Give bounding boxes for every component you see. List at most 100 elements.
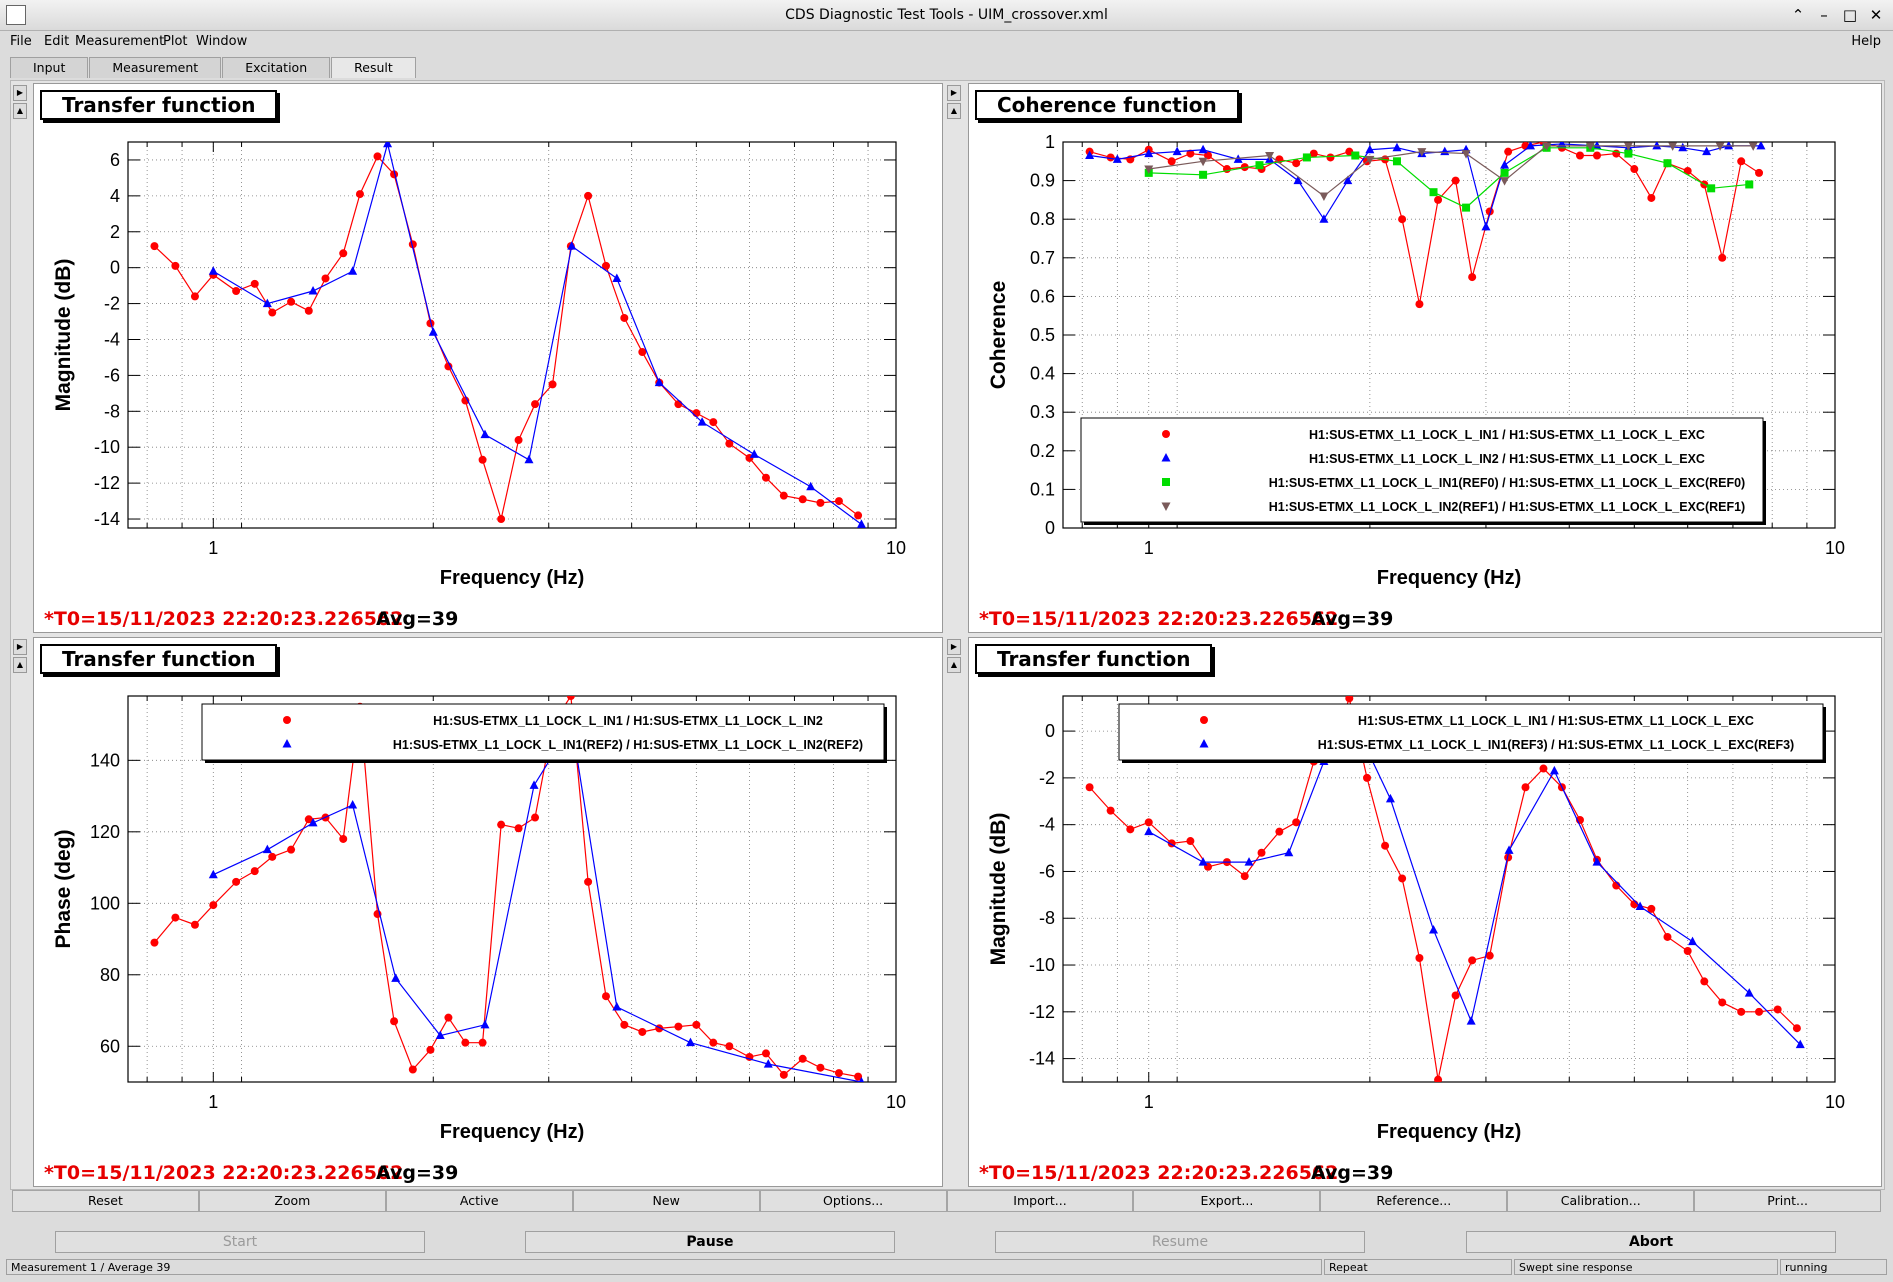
- transfer-function-phase-chart[interactable]: 140 120 100 80 60 1 10 Frequency (Hz) Phase (deg…: [34, 638, 942, 1186]
- menu-plot[interactable]: Plot: [163, 34, 188, 49]
- menu-measurement[interactable]: Measurement: [75, 34, 165, 49]
- data-point: [1745, 180, 1754, 189]
- tab-result[interactable]: Result: [331, 57, 416, 78]
- data-point: [1521, 783, 1530, 792]
- print-button[interactable]: Print...: [1694, 1190, 1882, 1212]
- data-point: [1275, 827, 1284, 836]
- y-tick-label: -12: [1029, 1002, 1055, 1022]
- y-tick-label: -4: [1039, 815, 1055, 835]
- options-button[interactable]: Options...: [759, 1190, 947, 1212]
- legend: H1:SUS-ETMX_L1_LOCK_L_IN1 / H1:SUS-ETMX_…: [201, 703, 887, 763]
- data-point: [1345, 696, 1354, 703]
- tab-input[interactable]: Input: [10, 57, 89, 78]
- data-point: [1715, 142, 1725, 151]
- window-maximize-button[interactable]: □: [1842, 6, 1858, 24]
- pad-collapse-icon[interactable]: ▲: [13, 103, 27, 119]
- data-point: [798, 495, 807, 504]
- data-point: [761, 1049, 770, 1058]
- data-point: [601, 261, 610, 270]
- y-tick-label: -14: [94, 509, 120, 529]
- data-point: [232, 877, 241, 886]
- coherence-function-chart[interactable]: 1 0.9 0.8 0.7 0.6 0.5 0.4 0.3 0.2 0.1 0 1 10 Frequenc…: [969, 84, 1881, 632]
- plot-pad-transfer-magnitude-ref3[interactable]: Transfer function 0 -2 -4 -6 -8 -10 -12 -14 1 10 F…: [968, 637, 1882, 1187]
- pause-button[interactable]: Pause: [525, 1231, 895, 1253]
- zoom-button[interactable]: Zoom: [198, 1190, 386, 1212]
- x-tick-label: 10: [886, 1092, 906, 1112]
- data-point: [692, 409, 701, 418]
- data-point: [390, 1017, 399, 1026]
- window-shade-button[interactable]: ⌃: [1791, 6, 1805, 24]
- menu-window[interactable]: Window: [196, 34, 248, 49]
- tab-measurement[interactable]: Measurement: [89, 57, 222, 78]
- resume-button[interactable]: Resume: [995, 1231, 1365, 1253]
- data-point: [1468, 273, 1477, 282]
- plot-pad-transfer-magnitude[interactable]: Transfer function 6 4 2 0 -2 -4 -6 -8 -10 -12 -14 1…: [33, 83, 943, 633]
- series-line-1: [1089, 696, 1798, 1080]
- reference-button[interactable]: Reference...: [1320, 1190, 1508, 1212]
- pad-expand-icon[interactable]: ▶: [947, 85, 961, 101]
- y-tick-label: 0.2: [1030, 441, 1055, 461]
- data-point: [1417, 148, 1427, 157]
- pad-expand-icon[interactable]: ▶: [13, 639, 27, 655]
- start-button[interactable]: Start: [55, 1231, 425, 1253]
- average-count: Avg=39: [1311, 1162, 1394, 1184]
- t0-timestamp: *T0=15/11/2023 22:20:23.226562: [44, 608, 404, 630]
- menu-edit[interactable]: Edit: [44, 34, 70, 49]
- calibration-button[interactable]: Calibration...: [1507, 1190, 1695, 1212]
- data-point: [391, 973, 401, 982]
- menu-file[interactable]: File: [10, 34, 32, 49]
- transfer-function-magnitude-ref-chart[interactable]: 0 -2 -4 -6 -8 -10 -12 -14 1 10 Frequency (Hz) Magni…: [969, 638, 1881, 1186]
- data-point: [1319, 192, 1329, 202]
- data-point: [1593, 151, 1602, 160]
- y-tick-label: 0: [110, 258, 120, 278]
- data-point: [287, 845, 296, 854]
- export-button[interactable]: Export...: [1133, 1190, 1321, 1212]
- data-point: [612, 273, 622, 282]
- pad-collapse-icon[interactable]: ▲: [13, 657, 27, 673]
- import-button[interactable]: Import...: [946, 1190, 1134, 1212]
- data-point: [497, 515, 506, 524]
- new-button[interactable]: New: [572, 1190, 760, 1212]
- tab-excitation[interactable]: Excitation: [222, 57, 331, 78]
- plot-pad-coherence[interactable]: Coherence function 1 0.9 0.8 0.7 0.6 0.5 0.4 0.…: [968, 83, 1882, 633]
- data-point: [674, 1022, 683, 1031]
- t0-timestamp: *T0=15/11/2023 22:20:23.226562: [979, 1162, 1339, 1184]
- window-close-button[interactable]: ✕: [1869, 6, 1883, 24]
- pad-title: Transfer function: [40, 90, 278, 120]
- pad-collapse-icon[interactable]: ▲: [947, 657, 961, 673]
- data-point: [1204, 151, 1213, 160]
- data-point: [1504, 845, 1514, 854]
- data-point: [1365, 144, 1375, 154]
- data-point: [1737, 157, 1746, 166]
- data-point: [383, 142, 393, 148]
- window-minimize-button[interactable]: –: [1820, 6, 1828, 24]
- transfer-function-magnitude-chart[interactable]: 6 4 2 0 -2 -4 -6 -8 -10 -12 -14 1 10 Frequency (Hz) Ma…: [34, 84, 942, 632]
- data-point: [426, 319, 435, 328]
- pad-arrows-top-left: ▶ ▲: [13, 85, 27, 121]
- data-point: [763, 1059, 773, 1068]
- data-point: [1240, 872, 1249, 881]
- y-tick-label: 0.6: [1030, 286, 1055, 306]
- data-point: [514, 436, 523, 445]
- plot-pad-transfer-phase[interactable]: Transfer function 140 120 100 80 60 1 10 Freque…: [33, 637, 943, 1187]
- y-tick-label: 0.5: [1030, 325, 1055, 345]
- menu-help[interactable]: Help: [1851, 34, 1881, 49]
- reset-button[interactable]: Reset: [12, 1190, 199, 1212]
- y-tick-label: 0.1: [1030, 479, 1055, 499]
- pad-title: Transfer function: [975, 644, 1213, 674]
- y-tick-label: 80: [100, 965, 120, 985]
- data-point: [1302, 153, 1311, 162]
- pad-expand-icon[interactable]: ▶: [947, 639, 961, 655]
- pad-expand-icon[interactable]: ▶: [13, 85, 27, 101]
- series-line-1: [1089, 142, 1760, 305]
- active-button[interactable]: Active: [385, 1190, 573, 1212]
- x-tick-label: 10: [1825, 1092, 1845, 1112]
- pad-collapse-icon[interactable]: ▲: [947, 103, 961, 119]
- data-point: [1647, 193, 1656, 202]
- legend-marker: [1161, 453, 1171, 462]
- data-point: [1255, 161, 1264, 170]
- data-point: [1385, 793, 1395, 803]
- data-point: [1198, 157, 1208, 167]
- abort-button[interactable]: Abort: [1466, 1231, 1836, 1253]
- data-point: [1678, 142, 1688, 152]
